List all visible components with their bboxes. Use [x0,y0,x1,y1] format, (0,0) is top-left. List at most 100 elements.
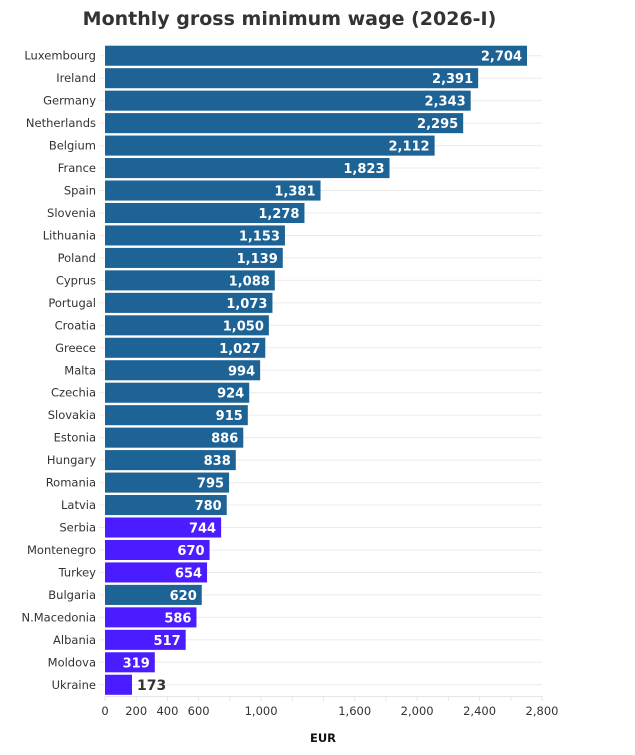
bar [105,584,202,605]
bar [105,135,435,156]
bar [105,113,464,134]
bar [105,674,133,695]
value-label: 915 [216,409,243,424]
value-label: 517 [154,634,181,649]
category-label: Croatia [55,318,96,332]
x-tick-label: 0 [101,704,108,718]
value-label: 2,704 [481,50,522,65]
value-label: 1,073 [226,297,267,312]
x-tick-label: 400 [156,704,178,718]
value-label: 994 [228,364,255,379]
category-label: Belgium [49,139,96,153]
value-label: 1,139 [237,252,278,267]
value-label: 838 [204,454,231,469]
category-label: Bulgaria [48,588,96,602]
category-label: Cyprus [56,273,96,287]
category-label: Latvia [61,498,96,512]
category-label: Malta [64,363,96,377]
category-label: Netherlands [26,116,96,130]
x-tick-label: 2,400 [463,704,496,718]
bar [105,247,283,268]
value-label: 2,391 [432,72,473,87]
value-label: 620 [170,589,197,604]
x-tick-label: 2,800 [526,704,559,718]
value-label: 670 [177,544,204,559]
category-label: Turkey [58,565,97,579]
bar [105,427,244,448]
category-label: N.Macedonia [22,610,97,624]
x-axis-title: EUR [310,731,336,745]
category-labels: Luxembourg Ireland Germany Netherlands Belgi… [22,49,97,692]
bar [105,225,285,246]
value-label: 2,295 [417,117,458,132]
x-tick-label: 1,600 [338,704,371,718]
bar [105,315,269,336]
category-label: Hungary [47,453,96,467]
category-label: Albania [53,633,96,647]
category-label: Ukraine [52,678,96,692]
value-label: 1,050 [223,319,264,334]
value-label: 1,823 [343,162,384,177]
bar [105,539,210,561]
bar [105,202,305,224]
bar [105,360,261,381]
value-label: 1,381 [274,185,315,200]
chart-title: Monthly gross minimum wage (2026-I) [0,8,635,30]
category-label: Czechia [51,386,96,400]
bar [105,652,155,673]
chart-title-text: Monthly gross minimum wage (2026-I) [82,8,497,30]
category-label: Poland [58,251,96,265]
bar [105,562,208,583]
value-label: 654 [175,566,202,581]
value-label: 795 [197,477,224,492]
category-label: Slovenia [47,206,96,220]
bar [105,158,390,179]
value-label: 1,088 [229,274,270,289]
value-label: 1,027 [219,342,260,357]
bar [105,405,248,426]
bar [105,472,230,493]
category-label: Spain [64,184,96,198]
value-label: 2,112 [388,140,429,155]
value-label: 2,343 [425,95,466,110]
x-tick-label: 200 [125,704,147,718]
x-tick-label: 2,000 [401,704,434,718]
value-label: 1,278 [258,207,299,222]
category-label: Serbia [59,521,96,535]
x-tick-label: 600 [188,704,210,718]
bar [105,180,321,201]
bar [105,607,197,628]
value-label: 319 [123,656,150,671]
value-label: 1,153 [239,229,280,244]
bar [105,629,186,650]
value-label: 886 [211,432,238,447]
bar [105,337,266,358]
category-label: Moldova [48,655,96,669]
bar [105,68,479,89]
category-label: Lithuania [43,228,96,242]
value-label: 586 [164,611,191,626]
category-label: Ireland [56,71,96,85]
category-label: Germany [43,94,96,108]
bar [105,45,528,66]
bar [105,450,236,471]
value-label: 744 [189,522,216,537]
category-label: France [58,161,96,175]
bar [105,495,227,516]
bar [105,90,471,111]
category-label: Luxembourg [24,49,96,63]
bar [105,382,250,403]
value-label: 924 [217,387,244,402]
value-labels: 2,704 2,391 2,343 2,295 2,112 1,823 1,381 1,278… [123,50,522,694]
category-label: Greece [55,341,96,355]
x-tick-label: 1,000 [245,704,278,718]
x-axis: 0 200 400 600 1,000 1,600 2,000 2,400 2,800 [101,696,558,718]
bar [105,270,275,291]
bar [105,292,273,313]
value-label: 780 [195,499,222,514]
category-label: Portugal [48,296,96,310]
bar [105,517,222,538]
category-label: Slovakia [48,408,96,422]
bars [105,45,528,695]
